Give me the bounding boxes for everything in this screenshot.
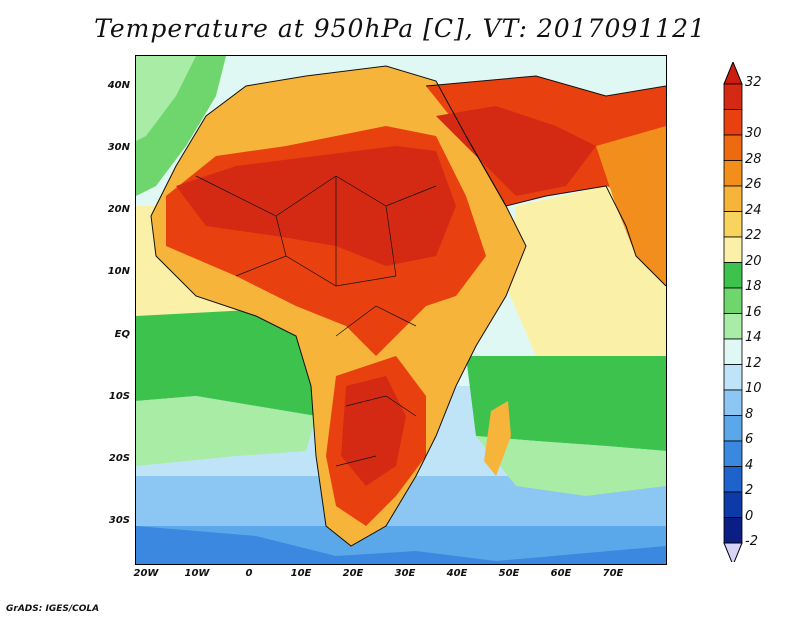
colorbar-segment	[723, 338, 743, 365]
country-borders	[195, 175, 437, 467]
map-title: Temperature at 950hPa [C], VT: 201709112…	[94, 14, 706, 43]
colorbar-segment	[723, 287, 743, 314]
colorbar-tick-label: -2	[745, 534, 758, 549]
colorbar-tick-label: 0	[745, 508, 754, 524]
lon-label-20w: 20W	[133, 568, 159, 579]
green-belt-indian	[466, 356, 666, 451]
colorbar-segment	[723, 517, 743, 544]
lat-label-eq: EQ	[114, 329, 130, 340]
grads-credit: GrADS: IGES/COLA	[6, 604, 100, 614]
colorbar-tick-label: 22	[745, 228, 762, 243]
lon-label-10e: 10E	[290, 568, 312, 579]
lon-label-40e: 40E	[446, 568, 468, 579]
lat-label-10n: 10N	[107, 266, 130, 277]
arabia-outline	[425, 75, 666, 287]
colorbar-tick-label: 24	[745, 202, 762, 218]
colorbar-top-arrow	[723, 62, 743, 85]
colorbar-segment	[723, 466, 743, 493]
arabia-hottest	[436, 106, 596, 196]
lon-label-10w: 10W	[184, 568, 210, 579]
green-belt-atlantic	[136, 306, 316, 416]
colorbar-segment	[723, 134, 743, 161]
green-belt-atlantic-light	[136, 396, 316, 466]
colorbar-bottom-arrow	[723, 542, 743, 562]
colorbar-segment	[723, 185, 743, 212]
temperature-map	[135, 55, 667, 565]
green-belt-indian-light	[476, 436, 666, 496]
north-atlantic-pale	[136, 56, 196, 141]
colorbar-tick-label: 26	[745, 177, 762, 192]
ocean-south-cold-patch	[136, 526, 666, 564]
colorbar-tick-label: 14	[745, 330, 762, 345]
colorbar-segment	[723, 83, 743, 110]
colorbar-segment	[723, 364, 743, 391]
coast-outline	[150, 65, 527, 547]
colorbar-tick-label: 4	[745, 457, 754, 473]
colorbar-tick-label: 12	[745, 355, 762, 371]
colorbar-tick-label: 18	[745, 279, 762, 294]
lon-label-60e: 60E	[550, 568, 572, 579]
lon-label-70e: 70E	[602, 568, 624, 579]
lon-label-30e: 30E	[394, 568, 416, 579]
lat-label-30s: 30S	[108, 515, 130, 526]
lon-label-20e: 20E	[342, 568, 364, 579]
colorbar-tick-label: 30	[745, 126, 762, 141]
colorbar-legend	[723, 62, 743, 562]
colorbar-segment	[723, 313, 743, 340]
colorbar-segment	[723, 236, 743, 263]
lat-label-20s: 20S	[108, 453, 130, 464]
colorbar-tick-label: 28	[745, 151, 762, 167]
colorbar-tick-label: 2	[745, 483, 754, 498]
lon-label-50e: 50E	[498, 568, 520, 579]
colorbar-segment	[723, 389, 743, 416]
colorbar-tick-label: 8	[745, 406, 754, 422]
colorbar-segment	[723, 262, 743, 289]
lat-label-40n: 40N	[107, 80, 130, 91]
colorbar-tick-label: 20	[745, 253, 762, 269]
colorbar-tick-label: 16	[745, 304, 762, 320]
colorbar-tick-label: 6	[745, 432, 754, 447]
colorbar-tick-label: 32	[745, 75, 762, 90]
sahara-hottest	[176, 146, 456, 266]
colorbar-segment	[723, 491, 743, 518]
colorbar-segment	[723, 415, 743, 442]
lat-label-10s: 10S	[108, 391, 130, 402]
lat-label-20n: 20N	[107, 204, 130, 215]
colorbar-segment	[723, 109, 743, 136]
colorbar-segment	[723, 211, 743, 238]
colorbar-tick-label: 10	[745, 381, 762, 396]
madagascar	[484, 401, 511, 476]
lat-label-30n: 30N	[107, 142, 130, 153]
colorbar-segment	[723, 160, 743, 187]
lon-label-0: 0	[245, 568, 253, 579]
colorbar-segment	[723, 440, 743, 467]
india-land	[596, 126, 666, 286]
